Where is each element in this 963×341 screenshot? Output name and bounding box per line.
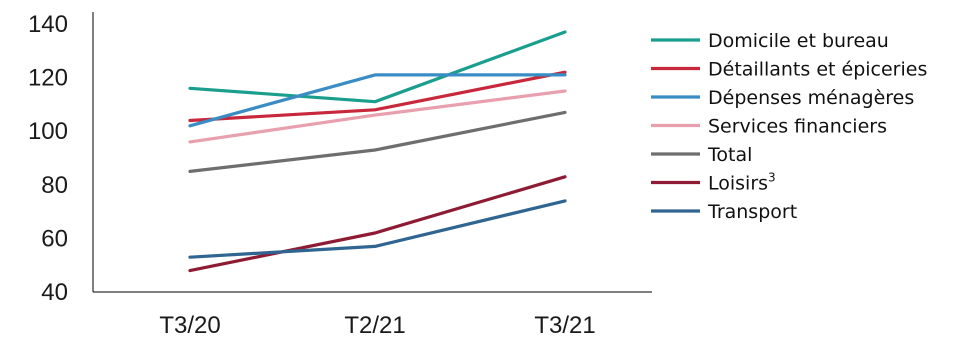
y-tick-label: 120 (28, 65, 68, 92)
series-line (188, 175, 567, 273)
chart-axes (92, 12, 652, 293)
legend-label: Services financiers (708, 116, 887, 138)
series-line (188, 30, 567, 104)
series-line (188, 73, 567, 128)
series-lines (188, 30, 567, 273)
y-tick-label: 140 (28, 11, 68, 38)
series-line (188, 199, 567, 259)
series-line (188, 70, 567, 123)
legend-label: Domicile et bureau (708, 30, 889, 52)
y-tick-label: 80 (41, 172, 68, 199)
series-line (188, 89, 567, 144)
legend-label: Transport (707, 201, 797, 223)
x-tick-labels: T3/20 T2/21 T3/21 (159, 312, 595, 339)
legend-label: Détaillants et épiceries (708, 59, 927, 81)
y-tick-label: 40 (41, 279, 68, 306)
legend-label: Total (707, 144, 752, 166)
x-tick-label: T3/20 (159, 312, 220, 339)
y-tick-label: 100 (28, 118, 68, 145)
y-tick-label: 60 (41, 225, 68, 252)
y-tick-labels: 40 60 80 100 120 140 (28, 11, 68, 306)
x-tick-label: T3/21 (534, 312, 595, 339)
legend-superscript: 3 (768, 171, 776, 185)
series-line (188, 110, 567, 173)
legend: Domicile et bureau Détaillants et épiceri… (651, 30, 927, 223)
x-tick-label: T2/21 (344, 312, 405, 339)
legend-label: Loisirs3 (708, 171, 776, 195)
legend-label: Dépenses ménagères (708, 87, 914, 109)
